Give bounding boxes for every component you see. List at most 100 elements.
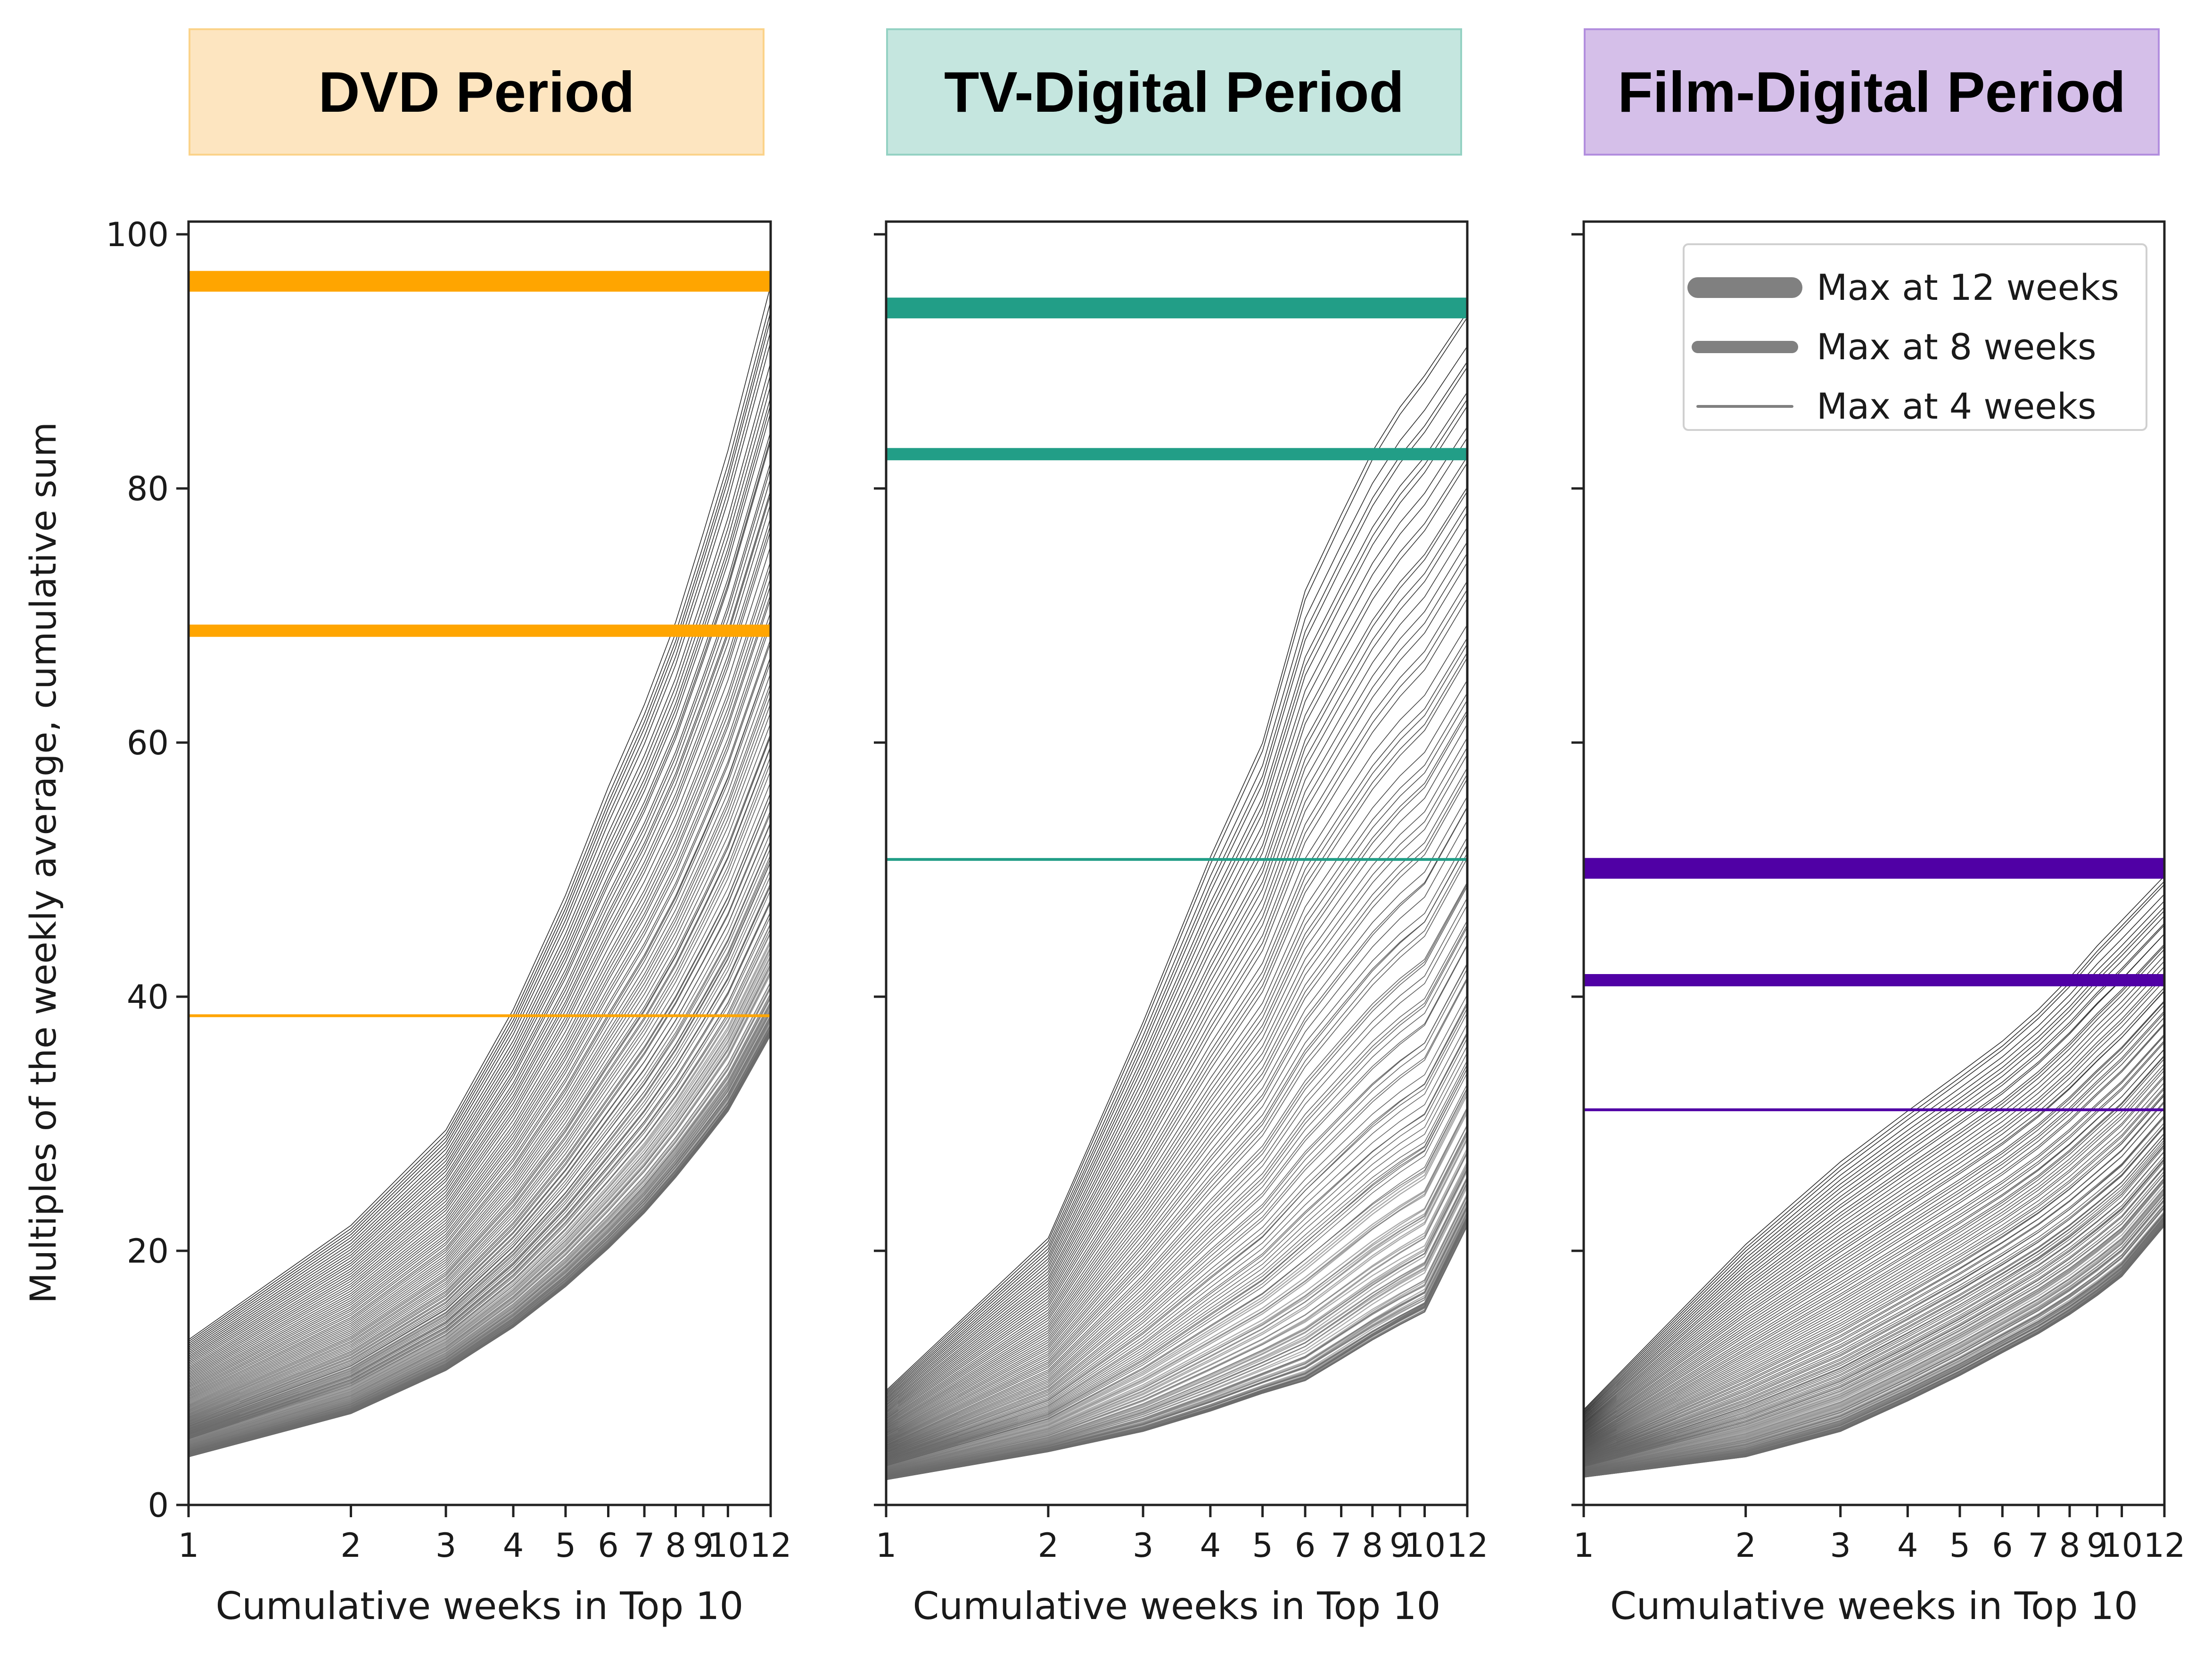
y-tick-label: 40	[127, 978, 169, 1016]
title-line	[886, 562, 1467, 1416]
title-line	[886, 778, 1467, 1438]
x-tick-label: 8	[665, 1526, 686, 1565]
title-line	[189, 503, 771, 1375]
x-tick-label: 9	[1390, 1526, 1411, 1565]
title-line	[1584, 1211, 2164, 1475]
title-line	[1584, 1199, 2164, 1472]
title-line	[886, 693, 1467, 1428]
x-tick-label: 10	[707, 1526, 749, 1565]
title-line	[886, 820, 1467, 1441]
title-line	[886, 924, 1467, 1451]
title-line	[886, 963, 1467, 1454]
title-line	[886, 1169, 1467, 1474]
x-tick-label: 4	[1897, 1526, 1918, 1565]
title-line	[1584, 945, 2164, 1424]
x-tick-label: 5	[1252, 1526, 1273, 1565]
title-line	[1584, 1193, 2164, 1471]
title-line	[886, 1182, 1467, 1476]
title-line	[886, 1023, 1467, 1460]
title-line	[886, 463, 1467, 1406]
title-line	[1584, 1005, 2164, 1435]
y-tick-label: 100	[106, 215, 169, 254]
x-tick-label: 10	[1404, 1526, 1446, 1565]
title-line	[886, 1214, 1467, 1479]
title-line	[886, 934, 1467, 1452]
title-line	[886, 710, 1467, 1430]
title-line	[886, 845, 1467, 1443]
title-line	[189, 311, 771, 1344]
title-line	[189, 858, 771, 1429]
title-line	[886, 1207, 1467, 1478]
title-line	[189, 1001, 771, 1451]
title-line	[1584, 1012, 2164, 1437]
title-line	[886, 1052, 1467, 1463]
x-tick-label: 2	[1735, 1526, 1756, 1565]
title-line	[886, 1045, 1467, 1463]
title-line	[886, 920, 1467, 1450]
title-line	[1584, 925, 2164, 1420]
title-line	[1584, 1207, 2164, 1474]
title-line	[189, 799, 771, 1421]
title-line	[886, 1091, 1467, 1468]
title-line	[886, 700, 1467, 1429]
title-line	[189, 612, 771, 1391]
x-tick-label: 1	[876, 1526, 897, 1565]
legend: Max at 12 weeks Max at 8 weeks Max at 4 we…	[1683, 243, 2147, 431]
title-line	[1584, 1161, 2164, 1466]
title-line	[1584, 910, 2164, 1417]
title-line	[886, 963, 1467, 1455]
title-line	[189, 467, 771, 1369]
title-line	[1584, 1049, 2164, 1443]
title-line	[189, 431, 771, 1362]
title-line	[189, 462, 771, 1367]
title-lines-0	[189, 285, 771, 1457]
title-line	[886, 1206, 1467, 1478]
x-tick-label: 10	[2101, 1526, 2143, 1565]
title-line	[189, 624, 771, 1394]
title-line	[189, 374, 771, 1353]
title-line	[189, 793, 771, 1420]
title-line	[1584, 1035, 2164, 1441]
title-line	[189, 885, 771, 1433]
title-line	[886, 1161, 1467, 1473]
y-tick-label: 80	[127, 470, 169, 508]
title-line	[1584, 1171, 2164, 1467]
x-axis-label: Cumulative weeks in Top 10	[913, 1584, 1441, 1628]
y-axis-label: Multiples of the weekly average, cumulat…	[22, 422, 64, 1304]
title-line	[1584, 1125, 2164, 1458]
x-tick-label: 3	[1133, 1526, 1154, 1565]
title-line	[886, 1004, 1467, 1458]
title-line	[1584, 1159, 2164, 1465]
title-line	[886, 1178, 1467, 1475]
title-line	[886, 926, 1467, 1451]
title-line	[1584, 980, 2164, 1430]
x-tick-label: 9	[693, 1526, 714, 1565]
title-line	[189, 890, 771, 1435]
title-line	[1584, 1146, 2164, 1463]
title-line	[189, 1019, 771, 1454]
x-axis-label: Cumulative weeks in Top 10	[216, 1584, 744, 1628]
title-line	[1584, 1178, 2164, 1468]
title-line	[886, 1225, 1467, 1480]
title-line	[886, 405, 1467, 1401]
title-line	[1584, 1088, 2164, 1451]
x-tick-label: 12	[2143, 1526, 2185, 1565]
legend-label-4-weeks: Max at 4 weeks	[1817, 385, 2097, 427]
title-line	[189, 695, 771, 1405]
title-line	[886, 504, 1467, 1410]
title-line	[189, 885, 771, 1434]
axes-frame-2	[1582, 220, 2166, 1506]
title-line	[189, 911, 771, 1438]
title-line	[886, 1165, 1467, 1475]
title-line	[886, 1094, 1467, 1468]
title-line	[1584, 1034, 2164, 1440]
title-line	[1584, 1077, 2164, 1449]
title-line	[1584, 881, 2164, 1411]
title-line	[189, 517, 771, 1377]
title-line	[189, 982, 771, 1449]
title-line	[1584, 1165, 2164, 1466]
title-line	[189, 823, 771, 1424]
title-line	[886, 589, 1467, 1419]
title-line	[189, 974, 771, 1448]
